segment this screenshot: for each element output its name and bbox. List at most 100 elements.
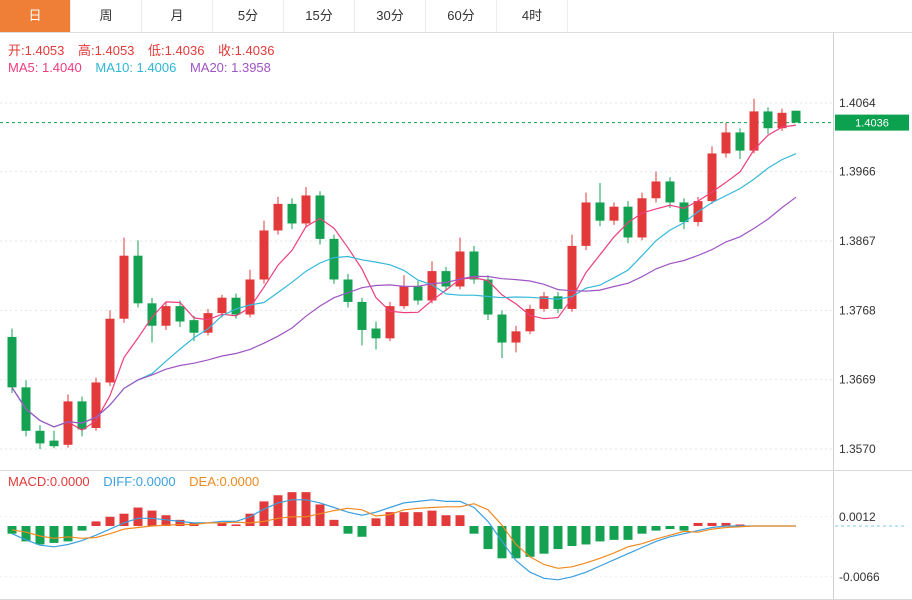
- candle-body: [343, 279, 353, 302]
- ma20-line: [11, 196, 797, 428]
- ma-info: MA5: 1.4040 MA10: 1.4006 MA20: 1.3958: [8, 60, 281, 75]
- macd-histogram-bar: [301, 492, 311, 526]
- candle-body: [553, 296, 563, 309]
- candle-body: [427, 271, 437, 301]
- candle-body: [539, 296, 549, 309]
- tab-15min[interactable]: 15分: [284, 0, 355, 32]
- candlestick-chart[interactable]: 1.4064 1.3966 1.3867 1.3768 1.3669 1.3570 1.40…: [0, 33, 912, 600]
- macd-histogram-bar: [399, 512, 409, 526]
- candle-body: [147, 303, 157, 326]
- tab-4hour[interactable]: 4时: [497, 0, 568, 32]
- macd-histogram-bar: [637, 526, 647, 534]
- tab-month[interactable]: 月: [142, 0, 213, 32]
- candle-body: [567, 245, 577, 309]
- candle-body: [119, 255, 129, 319]
- macd-histogram-bar: [525, 526, 535, 557]
- macd-histogram-bar: [357, 526, 367, 537]
- tab-60min[interactable]: 60分: [426, 0, 497, 32]
- macd-histogram-bar: [231, 524, 241, 526]
- macd-histogram-bar: [693, 522, 703, 526]
- candle-body: [231, 297, 241, 315]
- macd-info: MACD:0.0000 DIFF:0.0000 DEA:0.0000: [8, 474, 269, 489]
- macd-histogram-bar: [539, 526, 549, 554]
- candle-body: [707, 153, 717, 202]
- macd-histogram-bar: [245, 513, 255, 526]
- macd-histogram-bar: [665, 526, 675, 530]
- y-axis-label: 1.3768: [839, 303, 876, 317]
- candle-body: [665, 181, 675, 203]
- y-axis-label: 1.3966: [839, 165, 876, 179]
- tab-week[interactable]: 周: [71, 0, 142, 32]
- dea-value: DEA:0.0000: [189, 474, 260, 489]
- candle-body: [203, 313, 213, 333]
- candle-body: [763, 111, 773, 129]
- macd-histogram-bar: [343, 526, 353, 534]
- ma5-line: [11, 124, 797, 431]
- candle-body: [385, 306, 395, 339]
- macd-histogram-bar: [273, 495, 283, 526]
- ma10-value: MA10: 1.4006: [95, 60, 177, 75]
- candle-body: [399, 286, 409, 307]
- macd-histogram-bar: [105, 516, 115, 526]
- candle-body: [245, 279, 255, 315]
- candle-body: [581, 202, 591, 246]
- macd-histogram-bar: [623, 526, 633, 540]
- macd-histogram-bar: [287, 492, 297, 526]
- current-price-tag: [835, 114, 909, 131]
- diff-line: [11, 499, 796, 581]
- candle-body: [287, 203, 297, 224]
- candle-body: [7, 336, 17, 388]
- candle-body: [357, 301, 367, 330]
- tab-30min[interactable]: 30分: [355, 0, 426, 32]
- macd-histogram-bar: [385, 512, 395, 526]
- macd-histogram-bar: [35, 526, 45, 545]
- candle-body: [511, 331, 521, 343]
- tab-day[interactable]: 日: [0, 0, 71, 32]
- candle-body: [371, 328, 381, 339]
- candle-body: [525, 308, 535, 332]
- macd-axis-label: 0.0012: [839, 510, 876, 524]
- candle-body: [777, 112, 787, 129]
- candle-body: [497, 314, 507, 343]
- macd-histogram-bar: [77, 526, 87, 531]
- candle-body: [133, 255, 143, 304]
- candle-body: [749, 111, 759, 151]
- macd-histogram-bar: [133, 507, 143, 526]
- macd-histogram-bar: [609, 526, 619, 540]
- macd-histogram-bar: [567, 526, 577, 546]
- candle-body: [49, 440, 59, 447]
- macd-histogram-bar: [161, 515, 171, 526]
- macd-histogram-bar: [553, 526, 563, 550]
- candle-body: [161, 306, 171, 326]
- candle-body: [77, 401, 87, 430]
- macd-value: MACD:0.0000: [8, 474, 90, 489]
- macd-histogram-bar: [581, 526, 591, 545]
- macd-histogram-bar: [371, 518, 381, 526]
- macd-histogram-bar: [21, 526, 31, 542]
- macd-histogram-bar: [91, 521, 101, 526]
- macd-histogram-bar: [441, 515, 451, 526]
- candle-body: [315, 195, 325, 239]
- tab-5min[interactable]: 5分: [213, 0, 284, 32]
- candle-body: [791, 110, 801, 123]
- diff-value: DIFF:0.0000: [103, 474, 176, 489]
- candle-body: [105, 318, 115, 383]
- candle-body: [679, 202, 689, 223]
- macd-histogram-bar: [63, 526, 73, 542]
- macd-histogram-bar: [329, 519, 339, 526]
- y-axis-label: 1.3570: [839, 442, 876, 456]
- macd-histogram-bar: [735, 524, 745, 526]
- candle-body: [301, 195, 311, 224]
- candle-body: [637, 198, 647, 238]
- macd-histogram-bar: [469, 526, 479, 534]
- macd-histogram-bar: [49, 526, 59, 543]
- high-value: 高:1.4053: [78, 43, 135, 58]
- candle-body: [63, 401, 73, 445]
- macd-histogram-bar: [651, 526, 661, 531]
- candle-body: [469, 251, 479, 280]
- macd-histogram-bar: [175, 519, 185, 526]
- candle-body: [91, 382, 101, 428]
- candle-body: [329, 238, 339, 280]
- ohlc-info: 开:1.4053 高:1.4053 低:1.4036 收:1.4036: [8, 40, 284, 59]
- current-price-tag-label: 1.4036: [855, 118, 889, 130]
